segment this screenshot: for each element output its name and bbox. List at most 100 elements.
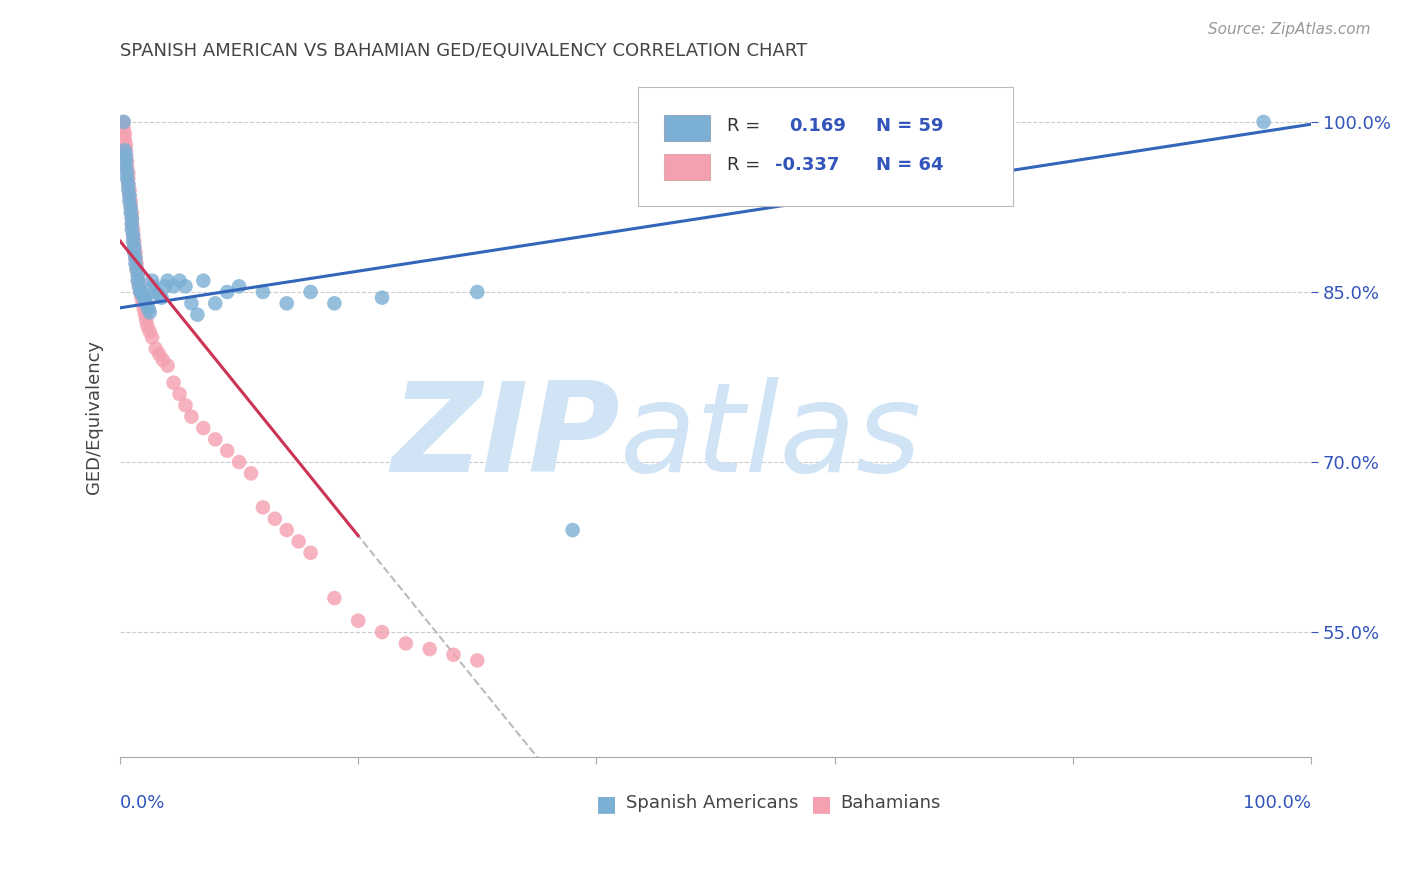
Point — [193, 274, 215, 288]
Point — [443, 648, 465, 662]
Point — [122, 245, 145, 260]
Point — [121, 217, 143, 231]
Point — [252, 285, 274, 299]
Point — [120, 200, 142, 214]
Point — [162, 376, 184, 390]
Point — [299, 546, 322, 560]
Point — [122, 240, 145, 254]
Text: Spanish Americans: Spanish Americans — [626, 794, 799, 813]
Point — [124, 251, 146, 265]
Text: R =: R = — [727, 156, 761, 174]
Point — [115, 137, 138, 152]
Point — [136, 299, 159, 313]
Point — [299, 285, 322, 299]
Text: N = 64: N = 64 — [876, 156, 943, 174]
Point — [419, 642, 441, 657]
Point — [180, 409, 202, 424]
Point — [134, 308, 156, 322]
Point — [204, 296, 226, 310]
Point — [150, 291, 173, 305]
Point — [115, 154, 138, 169]
Point — [128, 279, 150, 293]
Point — [131, 285, 153, 299]
Point — [263, 512, 285, 526]
Point — [112, 120, 135, 135]
Point — [135, 313, 157, 327]
Text: R =: R = — [727, 117, 761, 136]
Point — [121, 217, 143, 231]
Point — [323, 296, 346, 310]
Point — [139, 305, 162, 319]
Point — [122, 234, 145, 248]
Point — [121, 205, 143, 219]
Bar — [665, 115, 710, 141]
Point — [114, 143, 136, 157]
Point — [395, 636, 418, 650]
Point — [186, 308, 208, 322]
Point — [125, 262, 148, 277]
Point — [118, 188, 141, 202]
Point — [139, 325, 162, 339]
Point — [276, 523, 298, 537]
Point — [115, 143, 138, 157]
Point — [169, 274, 191, 288]
Point — [115, 166, 138, 180]
Point — [127, 274, 149, 288]
Point — [141, 330, 163, 344]
Text: 100.0%: 100.0% — [1243, 794, 1312, 813]
Point — [125, 257, 148, 271]
Point — [121, 211, 143, 226]
Point — [561, 523, 583, 537]
Point — [121, 222, 143, 236]
Point — [128, 279, 150, 293]
Point — [135, 296, 157, 310]
Point — [156, 274, 179, 288]
Point — [174, 279, 197, 293]
Point — [217, 443, 239, 458]
Point — [124, 257, 146, 271]
Text: SPANISH AMERICAN VS BAHAMIAN GED/EQUIVALENCY CORRELATION CHART: SPANISH AMERICAN VS BAHAMIAN GED/EQUIVAL… — [120, 42, 807, 60]
Text: atlas: atlas — [620, 376, 922, 498]
Point — [155, 279, 177, 293]
Point — [162, 279, 184, 293]
Point — [120, 205, 142, 219]
Point — [115, 171, 138, 186]
Point — [174, 398, 197, 412]
Point — [120, 200, 142, 214]
Point — [127, 274, 149, 288]
Point — [118, 183, 141, 197]
FancyBboxPatch shape — [638, 87, 1014, 206]
Point — [127, 268, 149, 282]
Text: -0.337: -0.337 — [775, 156, 839, 174]
Point — [142, 279, 165, 293]
Point — [115, 149, 138, 163]
Point — [122, 228, 145, 243]
Point — [129, 285, 152, 299]
Point — [114, 132, 136, 146]
Point — [129, 285, 152, 299]
Text: 0.0%: 0.0% — [120, 794, 166, 813]
Point — [122, 228, 145, 243]
Point — [122, 222, 145, 236]
Point — [118, 194, 141, 209]
Text: Bahamians: Bahamians — [841, 794, 941, 813]
Text: ■: ■ — [811, 794, 832, 814]
Point — [371, 625, 394, 640]
Point — [124, 251, 146, 265]
Point — [112, 115, 135, 129]
Point — [132, 301, 155, 316]
Point — [122, 240, 145, 254]
Point — [252, 500, 274, 515]
Point — [141, 274, 163, 288]
Text: Source: ZipAtlas.com: Source: ZipAtlas.com — [1208, 22, 1371, 37]
Point — [131, 296, 153, 310]
Point — [287, 534, 309, 549]
Text: ZIP: ZIP — [391, 376, 620, 498]
Point — [228, 455, 250, 469]
Point — [120, 194, 142, 209]
Point — [145, 285, 167, 299]
Point — [122, 234, 145, 248]
Point — [125, 262, 148, 277]
Y-axis label: GED/Equivalency: GED/Equivalency — [86, 340, 103, 494]
Point — [193, 421, 215, 435]
